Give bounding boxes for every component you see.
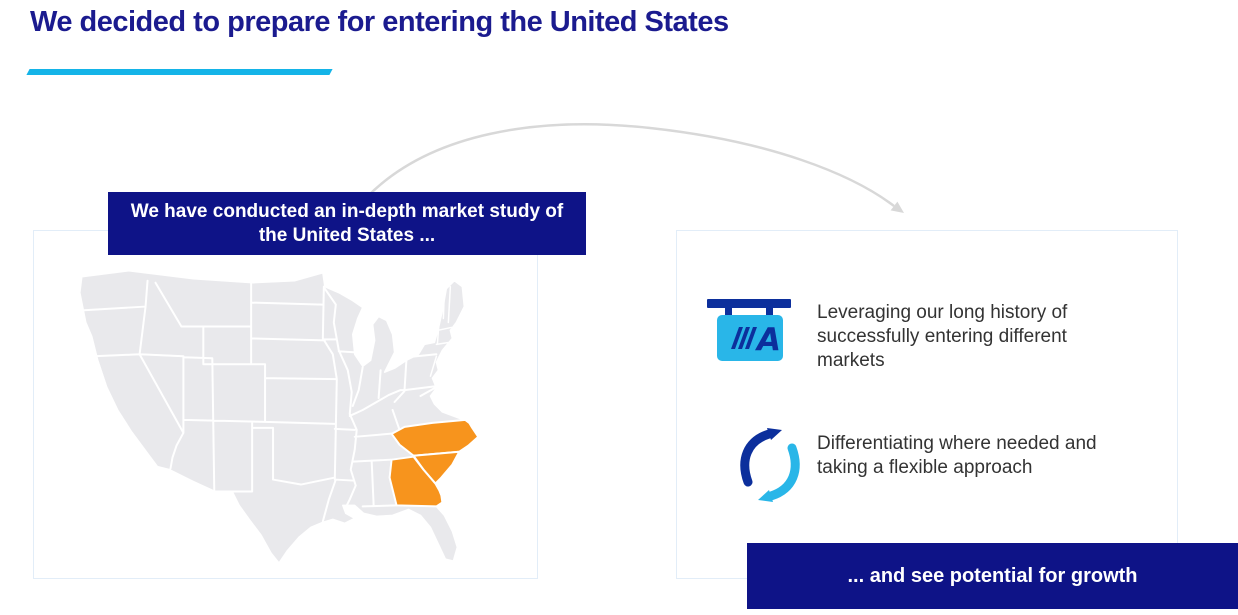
brand-sign-icon: A bbox=[707, 299, 791, 361]
title-accent-underline bbox=[26, 69, 333, 75]
brand-sign-letter: A bbox=[754, 322, 781, 358]
us-map-outline bbox=[79, 270, 479, 564]
state-borders-northeast bbox=[429, 285, 453, 377]
list-item: Differentiating where needed and taking … bbox=[705, 424, 1157, 511]
list-item-text: Leveraging our long history of successfu… bbox=[817, 302, 1068, 371]
market-study-callout-text: We have conducted an in-depth market stu… bbox=[130, 200, 564, 246]
list-item: A Leveraging our long history of success… bbox=[705, 293, 1157, 376]
cycle-arrows-icon bbox=[740, 428, 800, 502]
growth-callout: ... and see potential for growth bbox=[747, 543, 1238, 609]
market-study-callout: We have conducted an in-depth market stu… bbox=[108, 192, 586, 255]
map-panel bbox=[33, 230, 538, 579]
list-item-text: Differentiating where needed and taking … bbox=[817, 433, 1097, 478]
growth-callout-text: ... and see potential for growth bbox=[847, 564, 1138, 587]
insights-panel: A Leveraging our long history of success… bbox=[676, 230, 1178, 579]
state-borders bbox=[78, 279, 438, 523]
state-georgia bbox=[388, 455, 444, 508]
us-map bbox=[78, 270, 480, 564]
page-title: We decided to prepare for entering the U… bbox=[30, 6, 729, 38]
